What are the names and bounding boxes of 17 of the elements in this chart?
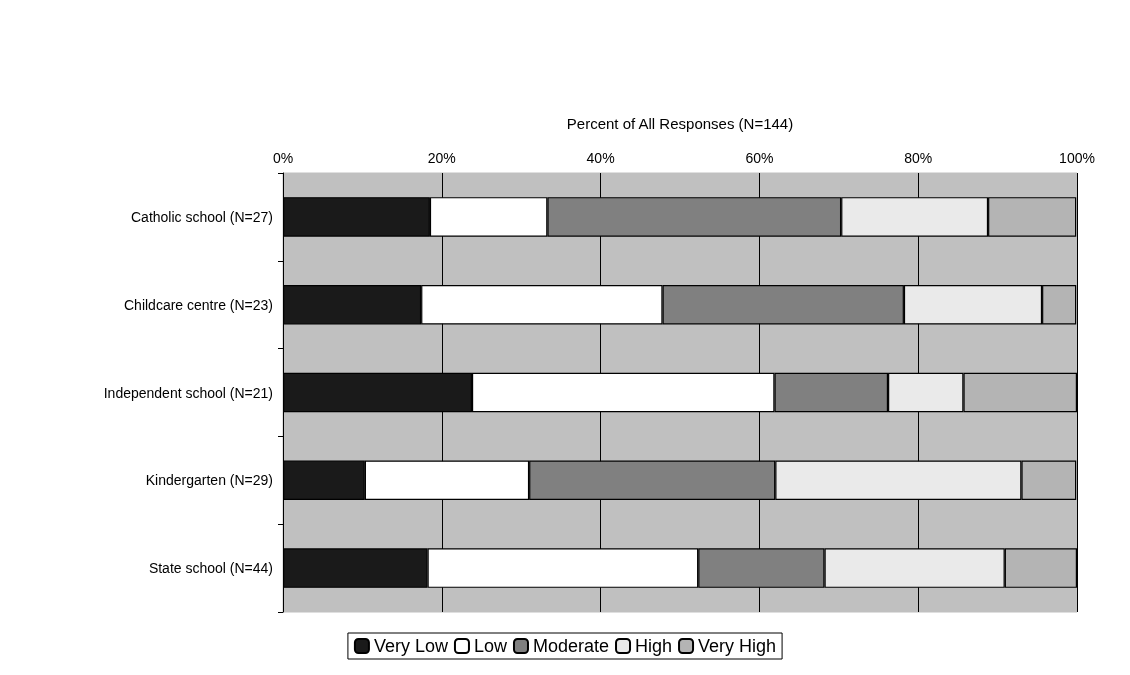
legend-label: High: [635, 636, 673, 656]
legend-label: Moderate: [532, 636, 610, 656]
x-axis-title: Percent of All Responses (N=144): [566, 115, 794, 132]
y-tick-label: Independent school (N=21): [103, 384, 273, 401]
x-tick-label: 0%: [272, 150, 294, 166]
y-tick-label: Kindergarten (N=29): [145, 472, 273, 489]
x-tick-label: 20%: [427, 150, 456, 166]
x-tick-label: 100%: [1059, 150, 1095, 166]
x-tick-label: 80%: [904, 150, 933, 166]
legend-label: Low: [473, 636, 508, 656]
y-tick-label: Childcare centre (N=23): [123, 296, 273, 313]
legend-label: Very Low: [373, 636, 449, 656]
x-tick-label: 60%: [745, 150, 774, 166]
legend-label: Very High: [698, 636, 777, 656]
y-tick-label: State school (N=44): [148, 560, 273, 577]
y-tick-label: Catholic school (N=27): [130, 208, 273, 225]
x-tick-label: 40%: [586, 150, 615, 166]
